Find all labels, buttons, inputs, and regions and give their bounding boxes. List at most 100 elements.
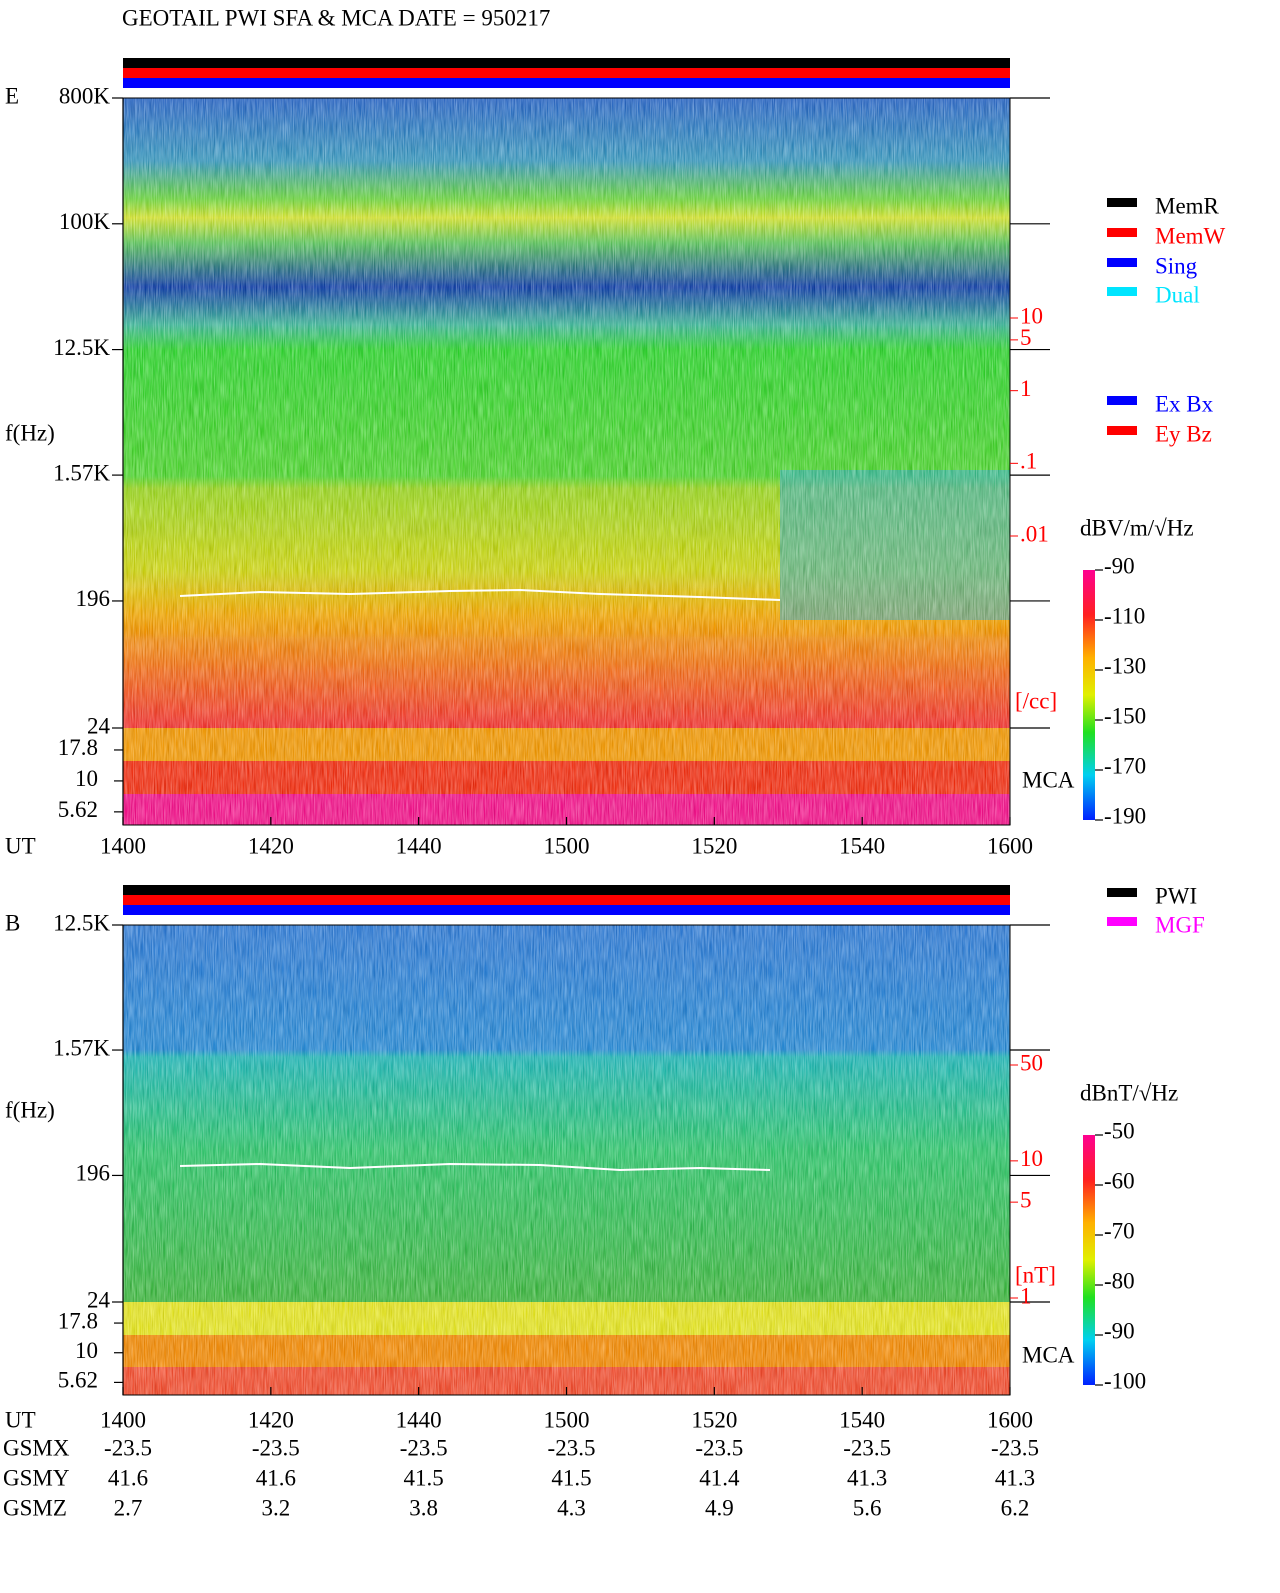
ephemeris-value: -23.5 bbox=[104, 1435, 152, 1460]
colorbar-tick-label: -80 bbox=[1104, 1268, 1135, 1293]
ephemeris-value: 3.8 bbox=[409, 1495, 438, 1520]
y2-tick-label: .1 bbox=[1020, 449, 1037, 474]
x-tick-label: 1500 bbox=[544, 833, 590, 858]
colorbar-tick-label: -70 bbox=[1104, 1218, 1135, 1243]
legend-label: Ey Bz bbox=[1155, 421, 1212, 446]
colorbar bbox=[1083, 1135, 1095, 1385]
ephemeris-value: -23.5 bbox=[843, 1435, 891, 1460]
legend-label: MGF bbox=[1155, 912, 1205, 937]
ephemeris-value: -23.5 bbox=[252, 1435, 300, 1460]
ephemeris-value: 4.9 bbox=[705, 1495, 734, 1520]
legend-label: MemR bbox=[1155, 193, 1220, 218]
y2-axis-label: [nT] bbox=[1015, 1262, 1056, 1287]
colorbar bbox=[1083, 570, 1095, 820]
y-tick-label: 12.5K bbox=[53, 910, 110, 935]
y2-tick-label: 5 bbox=[1020, 325, 1032, 350]
colorbar-tick-label: -130 bbox=[1104, 653, 1146, 678]
ephemeris-label: GSMY bbox=[3, 1465, 70, 1490]
ephemeris-value: -23.5 bbox=[548, 1435, 596, 1460]
y2-tick-label: 50 bbox=[1020, 1050, 1043, 1075]
mca-tick-label: 17.8 bbox=[58, 1308, 98, 1333]
legend-label: Ex Bx bbox=[1155, 391, 1214, 416]
x-tick-label: 1500 bbox=[544, 1407, 590, 1432]
ephemeris-value: -23.5 bbox=[991, 1435, 1039, 1460]
x-axis-label: UT bbox=[5, 833, 36, 858]
mca-label: MCA bbox=[1022, 767, 1075, 792]
colorbar-tick-label: -110 bbox=[1104, 603, 1145, 628]
mca-label: MCA bbox=[1022, 1342, 1075, 1367]
y-tick-label: 1.57K bbox=[53, 1035, 110, 1060]
x-tick-label: 1520 bbox=[691, 833, 737, 858]
axes: Ef(Hz)UT800K100K12.5K1.57K1962417.8105.6… bbox=[3, 83, 1226, 1520]
x-tick-label: 1440 bbox=[396, 1407, 442, 1432]
ephemeris-value: 41.5 bbox=[404, 1465, 444, 1490]
ephemeris-value: 41.3 bbox=[847, 1465, 887, 1490]
title: GEOTAIL PWI SFA & MCA DATE = 950217 bbox=[122, 5, 550, 30]
panel-label: E bbox=[5, 83, 19, 108]
y2-tick-label: 5 bbox=[1020, 1187, 1032, 1212]
y2-tick-label: .01 bbox=[1020, 521, 1049, 546]
y-axis-label: f(Hz) bbox=[5, 1097, 55, 1122]
colorbar-tick-label: -90 bbox=[1104, 1318, 1135, 1343]
ephemeris-label: GSMZ bbox=[3, 1495, 67, 1520]
mca-tick-label: 5.62 bbox=[58, 1368, 98, 1393]
x-axis-label: UT bbox=[5, 1407, 36, 1432]
x-tick-label: 1400 bbox=[100, 833, 146, 858]
ephemeris-value: 2.7 bbox=[114, 1495, 143, 1520]
y-tick-label: 24 bbox=[87, 1287, 111, 1312]
legend-swatch bbox=[1107, 396, 1137, 405]
y-tick-label: 1.57K bbox=[53, 460, 110, 485]
x-tick-label: 1540 bbox=[839, 833, 885, 858]
status-bars bbox=[123, 58, 1010, 915]
y-axis-label: f(Hz) bbox=[5, 420, 55, 445]
mca-tick-label: 10 bbox=[75, 766, 98, 791]
legend-label: MemW bbox=[1155, 223, 1226, 248]
ephemeris-value: 41.6 bbox=[108, 1465, 148, 1490]
spectrogram-image bbox=[123, 98, 1010, 1395]
colorbar-tick-label: -150 bbox=[1104, 703, 1146, 728]
x-tick-label: 1520 bbox=[691, 1407, 737, 1432]
y-tick-label: 24 bbox=[87, 713, 111, 738]
colorbar-label: dBV/m/√Hz bbox=[1080, 515, 1194, 540]
x-tick-label: 1600 bbox=[987, 1407, 1033, 1432]
y2-tick-label: 1 bbox=[1020, 1283, 1032, 1308]
legend-swatch bbox=[1107, 258, 1137, 267]
ephemeris-value: 41.6 bbox=[256, 1465, 296, 1490]
colorbar-tick-label: -190 bbox=[1104, 803, 1146, 828]
colorbar-tick-label: -170 bbox=[1104, 753, 1146, 778]
colorbar-tick-label: -90 bbox=[1104, 553, 1135, 578]
mca-tick-label: 10 bbox=[75, 1338, 98, 1363]
x-tick-label: 1540 bbox=[839, 1407, 885, 1432]
ephemeris-value: 41.5 bbox=[551, 1465, 591, 1490]
y-tick-label: 196 bbox=[76, 1161, 111, 1186]
colorbar-tick-label: -100 bbox=[1104, 1368, 1146, 1393]
colorbar-tick-label: -60 bbox=[1104, 1168, 1135, 1193]
x-tick-label: 1600 bbox=[987, 833, 1033, 858]
legend-swatch bbox=[1107, 888, 1137, 897]
legend-swatch bbox=[1107, 228, 1137, 237]
colorbar-tick-label: -50 bbox=[1104, 1118, 1135, 1143]
legend-label: Sing bbox=[1155, 253, 1198, 278]
legend-swatch bbox=[1107, 426, 1137, 435]
plasma-line bbox=[179, 1162, 771, 1172]
panel-label: B bbox=[5, 910, 20, 935]
y2-axis-label: [/cc] bbox=[1015, 688, 1057, 713]
legend-swatch bbox=[1107, 917, 1137, 926]
legend-swatch bbox=[1107, 287, 1137, 296]
ephemeris-value: -23.5 bbox=[400, 1435, 448, 1460]
y-tick-label: 100K bbox=[59, 209, 111, 234]
legend-label: Dual bbox=[1155, 282, 1200, 307]
ephemeris-value: 6.2 bbox=[1001, 1495, 1030, 1520]
plasma-line bbox=[179, 588, 781, 601]
y2-tick-label: 10 bbox=[1020, 303, 1043, 328]
x-tick-label: 1440 bbox=[396, 833, 442, 858]
ephemeris-label: GSMX bbox=[3, 1435, 70, 1460]
mca-tick-label: 17.8 bbox=[58, 735, 98, 760]
ephemeris-value: 4.3 bbox=[557, 1495, 586, 1520]
ephemeris-value: 41.4 bbox=[699, 1465, 740, 1490]
ephemeris-value: 41.3 bbox=[995, 1465, 1035, 1490]
x-tick-label: 1400 bbox=[100, 1407, 146, 1432]
ephemeris-value: 3.2 bbox=[261, 1495, 290, 1520]
y2-tick-label: 10 bbox=[1020, 1146, 1043, 1171]
x-tick-label: 1420 bbox=[248, 833, 294, 858]
